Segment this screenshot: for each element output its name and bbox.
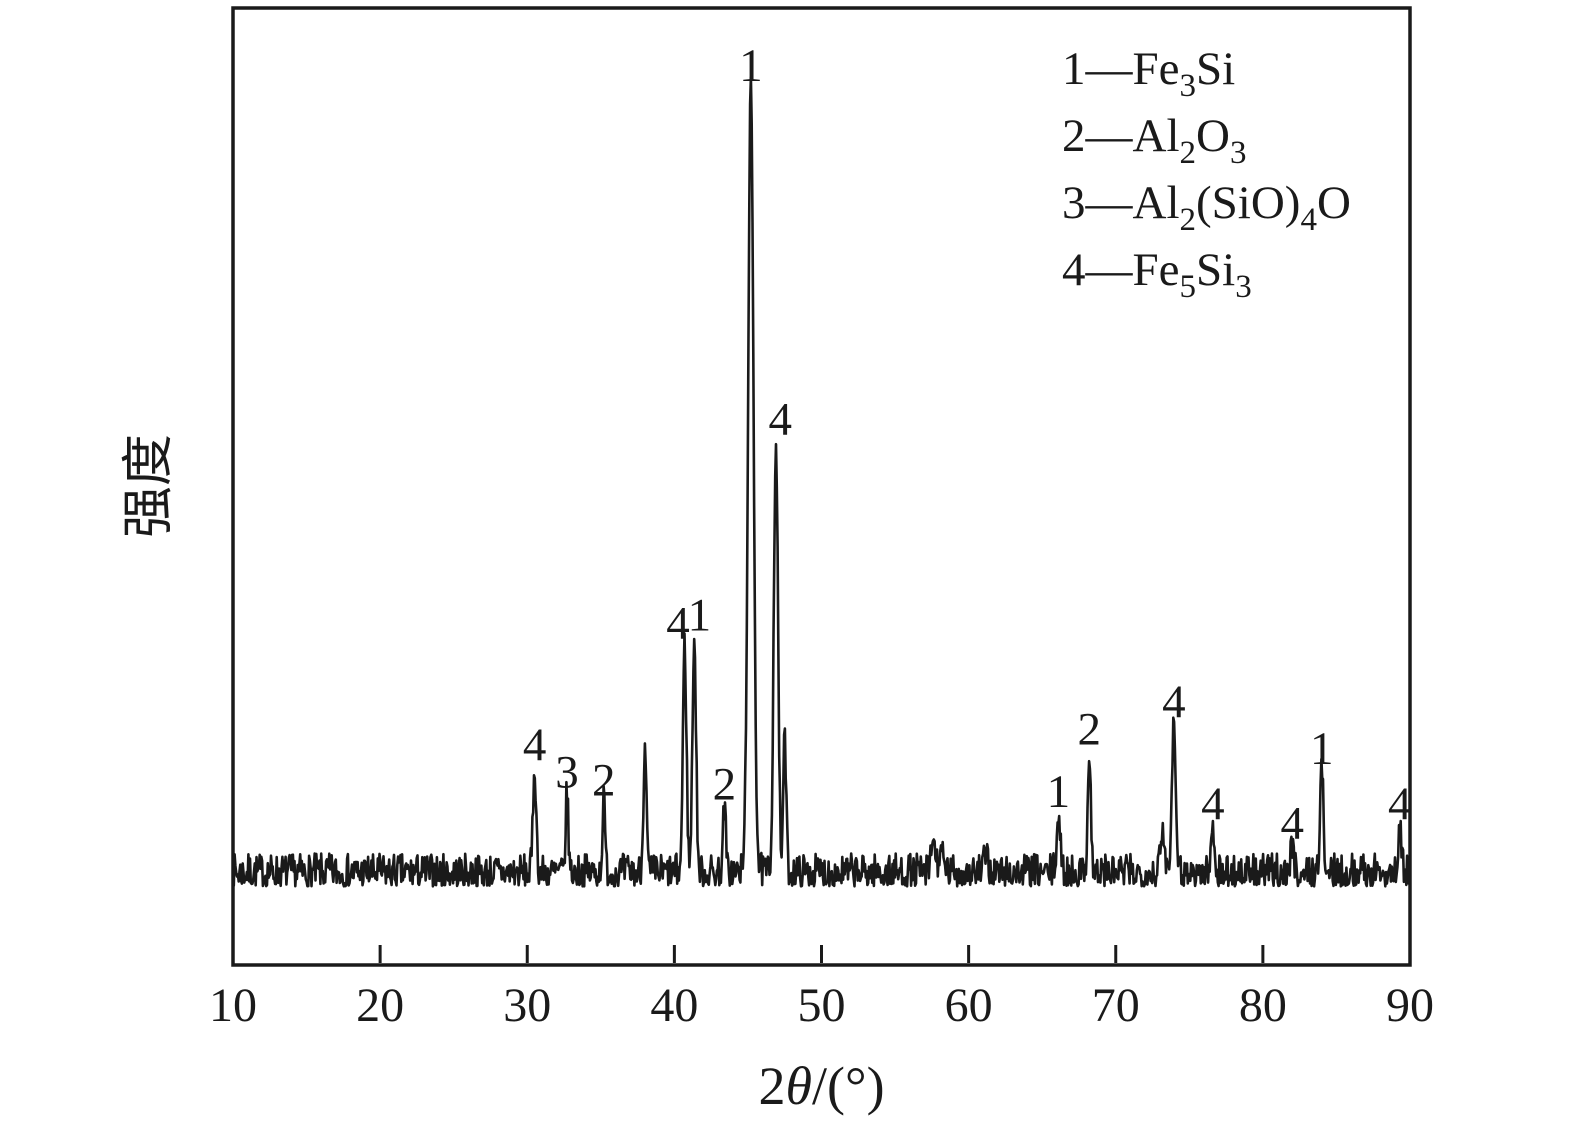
x-tick-label: 70 bbox=[1092, 979, 1140, 1032]
legend-item-3: 3—Al2(SiO)4O bbox=[1062, 177, 1351, 238]
peak-label-3: 3 bbox=[555, 747, 579, 799]
xrd-trace bbox=[232, 76, 1411, 888]
x-tick-label: 60 bbox=[945, 979, 993, 1032]
peak-label-4: 4 bbox=[666, 597, 690, 649]
peak-label-1: 1 bbox=[688, 590, 712, 642]
plot-border bbox=[231, 6, 1412, 967]
x-tick-label: 80 bbox=[1239, 979, 1287, 1032]
x-tick-label: 10 bbox=[209, 979, 257, 1032]
x-tick-label: 50 bbox=[798, 979, 846, 1032]
peak-label-2: 2 bbox=[1078, 703, 1102, 755]
peak-label-2: 2 bbox=[592, 754, 616, 806]
peak-label-4: 4 bbox=[1388, 778, 1412, 830]
legend-item-1: 1—Fe3Si bbox=[1062, 43, 1235, 104]
peak-label-2: 2 bbox=[713, 758, 737, 810]
peak-label-4: 4 bbox=[1162, 676, 1186, 728]
peak-label-1: 1 bbox=[739, 40, 763, 92]
legend-item-4: 4—Fe5Si3 bbox=[1062, 244, 1252, 305]
peak-label-1: 1 bbox=[1047, 766, 1071, 818]
y-axis-label: 强度 bbox=[121, 434, 178, 538]
x-axis-label: 2θ/(°) bbox=[758, 1056, 884, 1116]
x-tick-label: 90 bbox=[1386, 979, 1434, 1032]
peak-label-4: 4 bbox=[523, 719, 547, 771]
peak-label-1: 1 bbox=[1310, 723, 1334, 775]
x-tick-label: 20 bbox=[356, 979, 404, 1032]
peak-label-4: 4 bbox=[1201, 778, 1225, 830]
legend-item-2: 2—Al2O3 bbox=[1062, 110, 1246, 171]
x-tick-label: 40 bbox=[650, 979, 698, 1032]
peak-label-4: 4 bbox=[769, 393, 793, 445]
peak-label-4: 4 bbox=[1281, 798, 1305, 850]
x-tick-label: 30 bbox=[503, 979, 551, 1032]
